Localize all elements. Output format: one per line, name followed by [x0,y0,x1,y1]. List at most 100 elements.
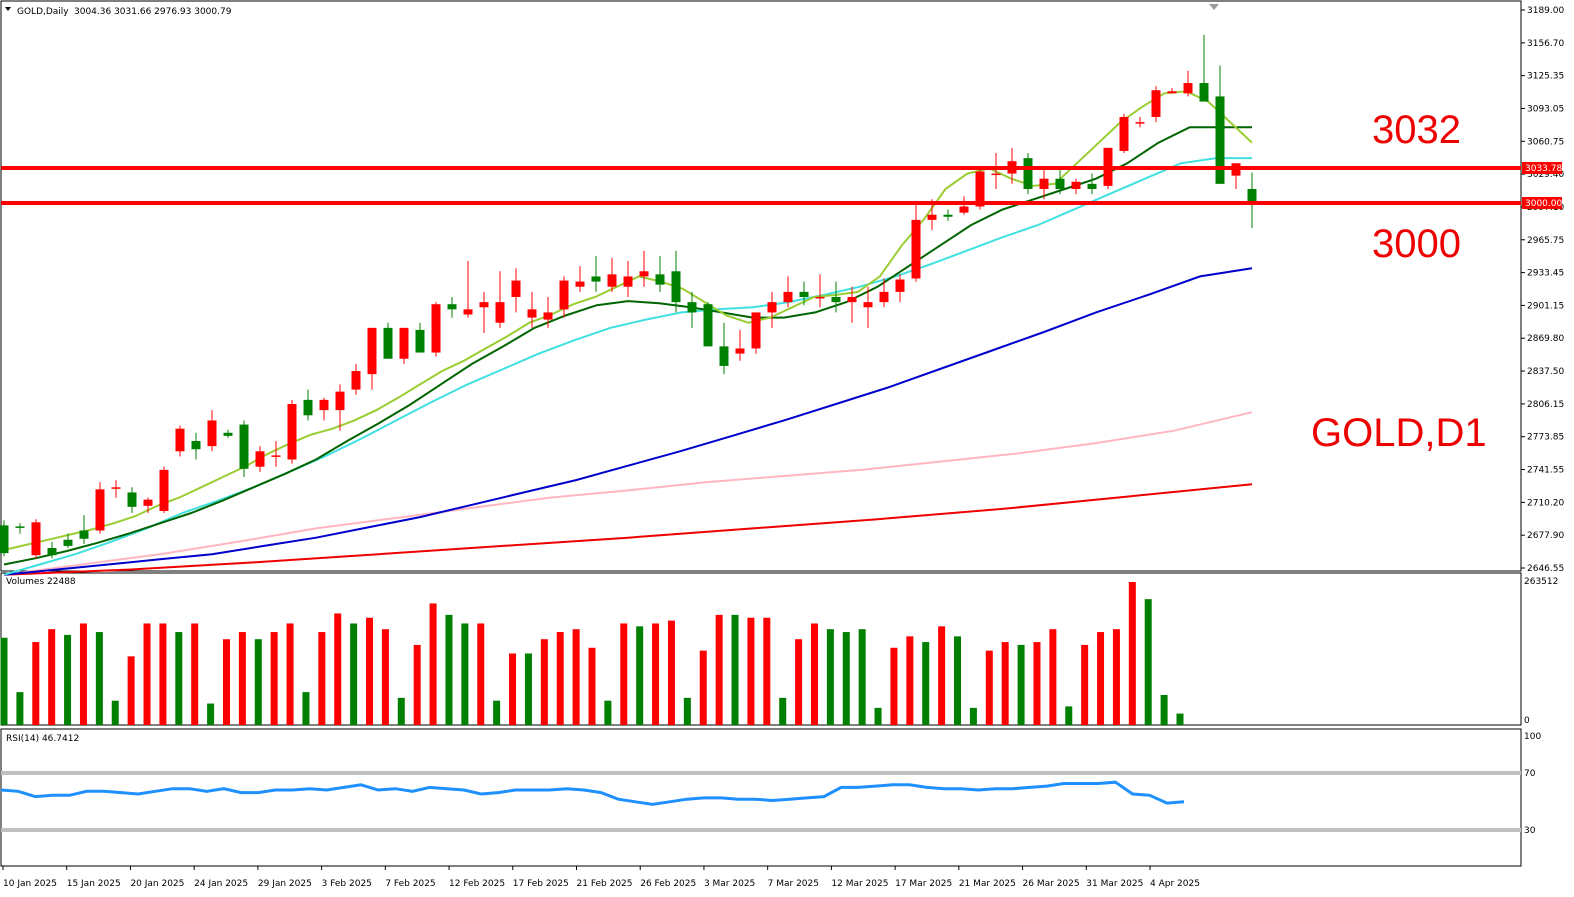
volume-bar [493,700,501,725]
volume-bar [350,623,358,725]
candle-body [1151,90,1161,117]
volume-bar [175,632,183,725]
volume-bar [1128,582,1136,725]
price-tick-label: 2901.15 [1527,301,1564,311]
volume-bar [620,623,628,725]
candle-body [671,271,681,303]
ma-pink-line [3,411,1253,576]
candle-body [623,276,633,287]
candle-body [1055,178,1065,189]
candle-body [239,424,249,469]
rsi-top-label: 100 [1524,732,1541,742]
candle-body [831,296,841,303]
price-tick-label: 2710.20 [1527,498,1564,508]
date-tick-label: 4 Apr 2025 [1150,879,1200,889]
candle-body [735,348,745,354]
volume-bar [95,632,103,725]
volume-bar [270,632,278,725]
ma-cyan-line [3,157,1252,576]
date-tick-label: 31 Mar 2025 [1086,879,1143,889]
price-tick-label: 2869.80 [1527,334,1564,344]
chart-shift-marker-icon[interactable] [1209,4,1219,10]
price-tick-label: 3125.35 [1527,72,1564,82]
volume-bar [509,653,517,725]
candle-body [751,312,761,349]
candle-body [1087,183,1097,189]
volume-bar [938,626,946,725]
candle-body [207,420,217,447]
date-tick-label: 24 Jan 2025 [194,879,248,889]
rsi-level-30-label: 30 [1524,826,1536,836]
volume-bar [954,636,962,725]
candle-body [431,304,441,353]
volume-bar [826,629,834,725]
volume-bar [48,629,56,725]
volume-bar [79,623,87,725]
candle-body [415,329,425,353]
candle-body [815,296,825,299]
date-tick-label: 26 Feb 2025 [640,879,696,889]
volume-bar [0,637,8,725]
volume-bar [779,697,787,725]
volume-bar [1112,629,1120,725]
volume-bar [588,647,596,725]
candle-body [303,399,313,416]
candle-body [959,206,969,213]
candle-body [655,274,665,285]
upper-price-tag-text: 3033.78 [1525,164,1562,174]
volume-bar [572,629,580,725]
candle-body [95,489,105,531]
date-axis: 10 Jan 2025 15 Jan 2025 20 Jan 2025 24 Jan … [2,866,1200,889]
volume-bar [985,650,993,725]
volume-bar [874,707,882,725]
candle-body [783,291,793,303]
price-tick-label: 2933.45 [1527,269,1564,279]
price-tick-label: 3093.05 [1527,104,1564,114]
volume-bar [699,650,707,725]
symbol-dropdown-icon[interactable] [5,7,11,11]
volume-bar [159,623,167,725]
candle-body [703,304,713,347]
date-tick-label: 15 Jan 2025 [67,879,121,889]
candle-body [175,428,185,452]
candle-body [863,302,873,308]
volume-bar [1033,642,1041,725]
candle-body [191,441,201,450]
date-tick-label: 29 Jan 2025 [258,879,312,889]
price-tick-label: 2837.50 [1527,367,1564,377]
ma-blue-line [3,267,1253,576]
volume-bar [604,700,612,725]
resistance-annotation: 3032 [1372,108,1461,152]
rsi-level-70-label: 70 [1524,769,1536,779]
candle-body [1023,158,1033,189]
date-tick-label: 3 Feb 2025 [322,879,372,889]
candle-body [31,522,41,556]
volume-bar [1081,644,1089,725]
volume-bar [890,647,898,725]
candle-body [1071,181,1081,189]
date-tick-label: 26 Mar 2025 [1023,879,1080,889]
candle-body [991,173,1001,176]
candle-body [495,302,505,323]
price-tick-label: 2741.55 [1527,466,1564,476]
candle-body [1247,188,1257,205]
volume-bar [652,623,660,725]
volume-bar [667,620,675,725]
lower-price-tag [1522,197,1562,209]
volume-bar [810,623,818,725]
date-tick-label: 21 Feb 2025 [577,879,633,889]
candle-body [1199,83,1209,102]
candle-body [687,302,697,313]
volume-plot-frame [0,572,1522,726]
volume-bar [969,707,977,725]
volume-zero-label: 0 [1524,716,1530,726]
volume-bar [207,703,215,725]
volume-bar [763,617,771,725]
candle-body [767,302,777,313]
volume-bar [127,656,135,725]
candle-body [895,279,905,292]
price-tick-label: 2773.85 [1527,433,1564,443]
volume-bar [747,617,755,725]
candle-body [1183,83,1193,94]
volume-bar [795,639,803,725]
